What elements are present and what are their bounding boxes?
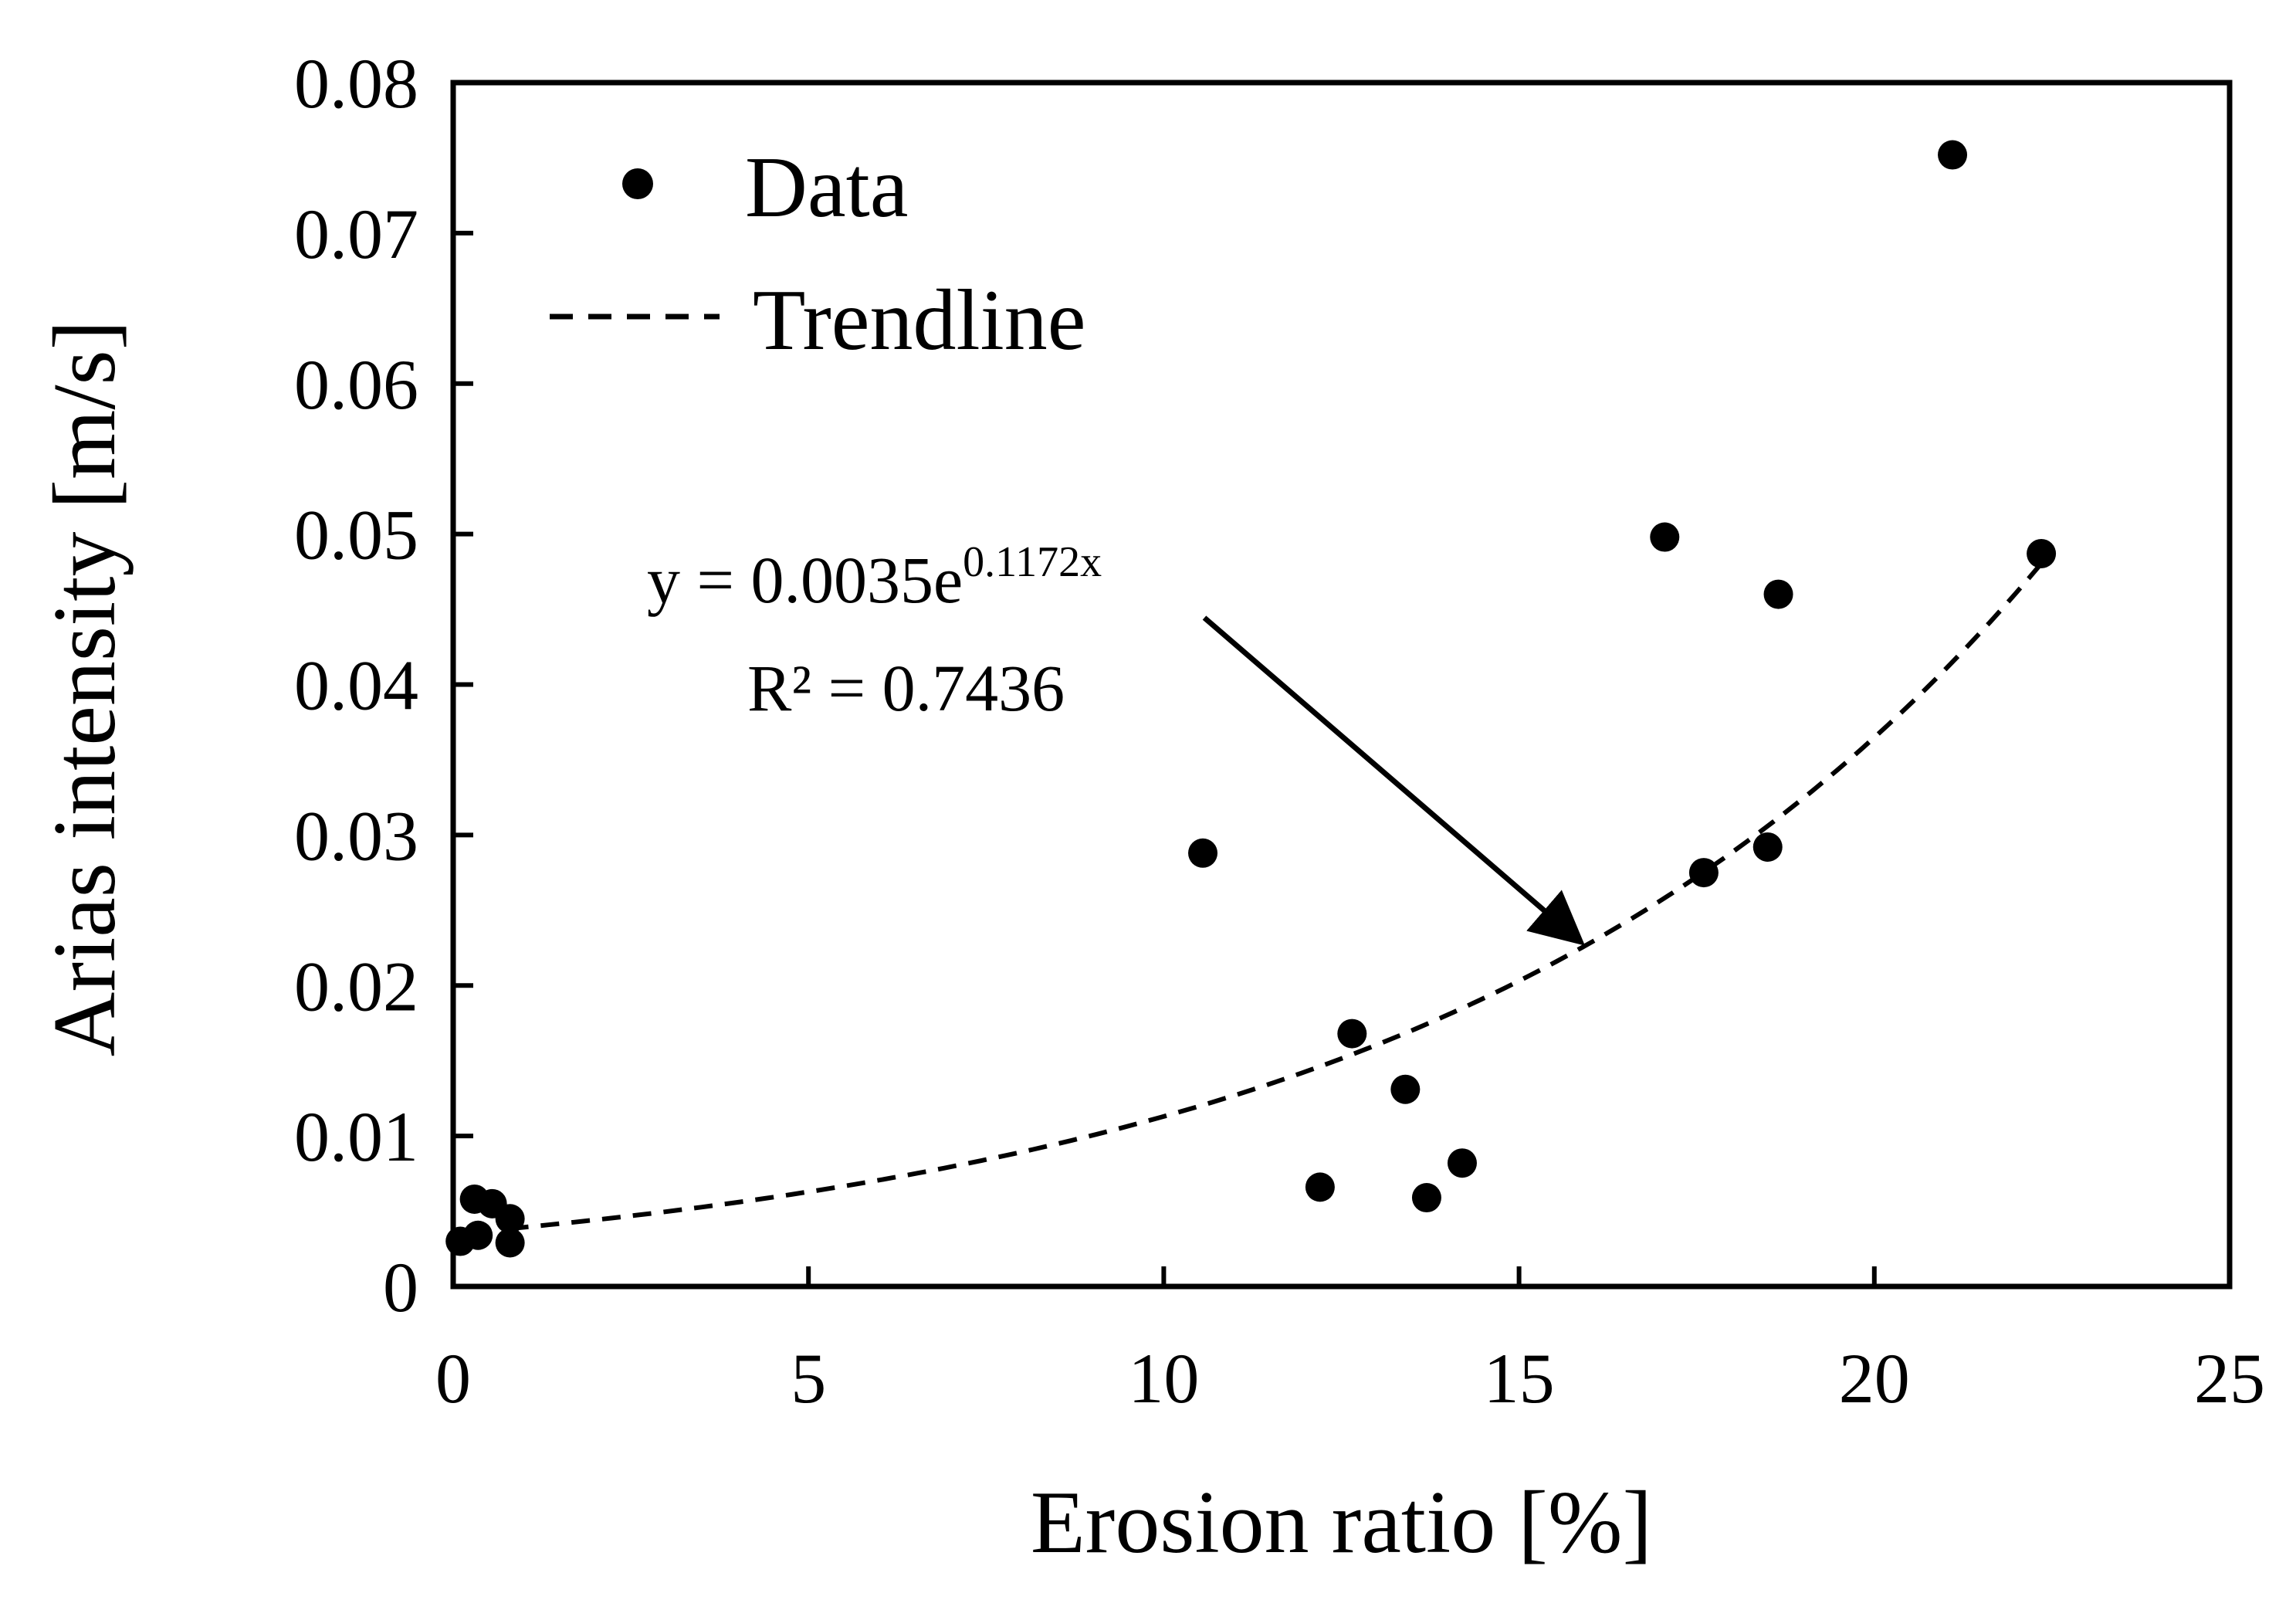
trend-equation-base: y = 0.0035e (647, 543, 963, 617)
axis-ticks: 0 5 10 15 20 25 0 0.01 0.02 0.03 0.04 0.05 0.06 0.07 0… (294, 44, 2265, 1418)
legend-data-label: Data (745, 140, 908, 236)
y-tick-label: 0.08 (294, 44, 418, 123)
y-tick-label: 0.02 (294, 947, 418, 1025)
trendline-layer (510, 561, 2044, 1232)
trend-annotation: y = 0.0035e0.1172x R² = 0.7436 (647, 538, 1586, 946)
x-tick-label: 15 (1484, 1339, 1555, 1418)
legend: Data Trendline (550, 140, 1085, 368)
annotation-arrow (1202, 615, 1586, 946)
y-tick-label: 0 (383, 1248, 418, 1327)
data-point (495, 1204, 525, 1234)
legend-data-marker (622, 168, 653, 199)
trend-equation: y = 0.0035e0.1172x (647, 538, 1102, 617)
data-point (1337, 1019, 1367, 1049)
x-tick-label: 0 (435, 1339, 471, 1418)
x-tick-label: 25 (2194, 1339, 2265, 1418)
trend-r-squared: R² = 0.7436 (747, 651, 1065, 725)
data-point (2027, 538, 2057, 568)
data-point (495, 1228, 525, 1258)
y-axis-title: Arias intensity [m/s] (36, 320, 134, 1057)
data-point (1763, 579, 1793, 609)
data-point (1447, 1148, 1477, 1178)
data-point (1411, 1183, 1441, 1213)
trendline-curve (510, 561, 2044, 1232)
data-points-layer (445, 140, 2057, 1258)
x-axis-title: Erosion ratio [%] (1031, 1473, 1652, 1572)
plot-frame (450, 80, 2233, 1290)
y-tick-label: 0.06 (294, 345, 418, 424)
y-tick-label: 0.05 (294, 496, 418, 575)
data-point (1188, 838, 1218, 868)
data-point (1752, 832, 1783, 862)
y-tick-label: 0.04 (294, 646, 418, 725)
y-tick-label: 0.07 (294, 195, 418, 273)
data-point (1938, 140, 1968, 170)
data-point (463, 1220, 493, 1250)
y-tick-label: 0.01 (294, 1097, 418, 1176)
trend-equation-exponent: 0.1172x (963, 538, 1102, 586)
data-point (1305, 1172, 1335, 1202)
data-point (1688, 858, 1719, 888)
y-tick-label: 0.03 (294, 796, 418, 875)
legend-trendline-label: Trendline (753, 273, 1085, 368)
x-tick-label: 20 (1839, 1339, 1910, 1418)
data-point (1390, 1074, 1421, 1104)
data-point (1650, 522, 1680, 552)
x-tick-label: 10 (1128, 1339, 1199, 1418)
x-tick-label: 5 (791, 1339, 826, 1418)
